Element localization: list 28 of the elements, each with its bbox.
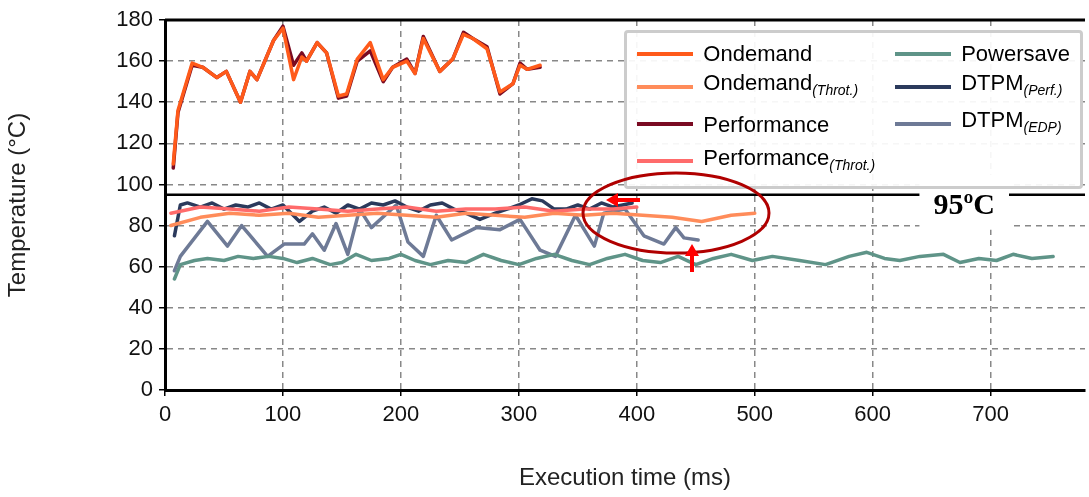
y-tick-label: 20 xyxy=(128,334,153,360)
x-tick-label: 700 xyxy=(972,401,1009,427)
legend-label: Ondemand$_{(Throt.)}$ xyxy=(703,69,859,101)
x-tick-label: 500 xyxy=(736,401,774,427)
y-tick-label: 100 xyxy=(116,170,153,196)
legend-label: DTPM$_{(EDP)}$ xyxy=(961,106,1062,138)
legend-label: Powersave xyxy=(961,40,1070,68)
x-tick-label: 400 xyxy=(618,401,656,427)
y-tick-label: 180 xyxy=(116,6,153,32)
y-axis-title: Temperature (°C) xyxy=(3,112,31,298)
x-tick-label: 0 xyxy=(158,401,172,427)
y-tick-label: 160 xyxy=(116,47,153,73)
x-tick-label: 200 xyxy=(382,401,420,427)
y-tick-label: 40 xyxy=(128,293,153,319)
x-tick-label: 300 xyxy=(500,401,538,427)
x-axis-title: Execution time (ms) xyxy=(518,463,732,491)
legend-label: DTPM$_{(Perf.)}$ xyxy=(961,69,1063,101)
x-tick-label: 600 xyxy=(854,401,892,427)
y-tick-label: 120 xyxy=(116,129,153,155)
x-tick-label: 100 xyxy=(264,401,302,427)
y-tick-label: 0 xyxy=(140,376,153,402)
legend-label: Performance xyxy=(703,110,830,139)
legend-label: Ondemand xyxy=(703,40,813,68)
y-tick-label: 60 xyxy=(128,252,153,278)
legend-label: Performance$_{(Throt.)}$ xyxy=(703,143,876,176)
y-tick-label: 140 xyxy=(116,88,153,114)
y-tick-label: 80 xyxy=(128,211,153,237)
ref-line-label: 95ºC xyxy=(933,187,996,221)
